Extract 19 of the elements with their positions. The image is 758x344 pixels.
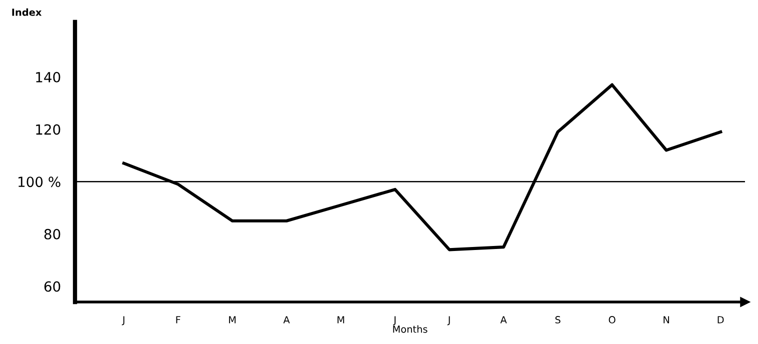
y-tick-label: 120 — [36, 124, 60, 135]
x-tick-label: A — [283, 316, 290, 324]
x-tick-label: J — [122, 316, 124, 326]
y-tick-label: 80 — [44, 228, 60, 240]
y-tick-label: 60 — [44, 281, 60, 292]
x-tick-label: D — [718, 316, 724, 324]
x-tick-label: N — [664, 316, 670, 324]
y-tick-label: 100 % — [18, 176, 60, 188]
y-tick-label: 140 — [36, 72, 60, 82]
x-tick-label: F — [176, 316, 180, 324]
x-tick-label: A — [500, 316, 507, 324]
x-tick-label: J — [447, 316, 450, 326]
x-tick-label: O — [608, 316, 616, 324]
x-tick-label: M — [338, 316, 344, 324]
x-tick-label: J — [393, 316, 396, 326]
x-tick-label: M — [229, 316, 236, 324]
x-axis-title: Months — [393, 325, 428, 333]
y-axis-title: Index — [12, 8, 42, 16]
x-tick-label: S — [555, 316, 560, 324]
